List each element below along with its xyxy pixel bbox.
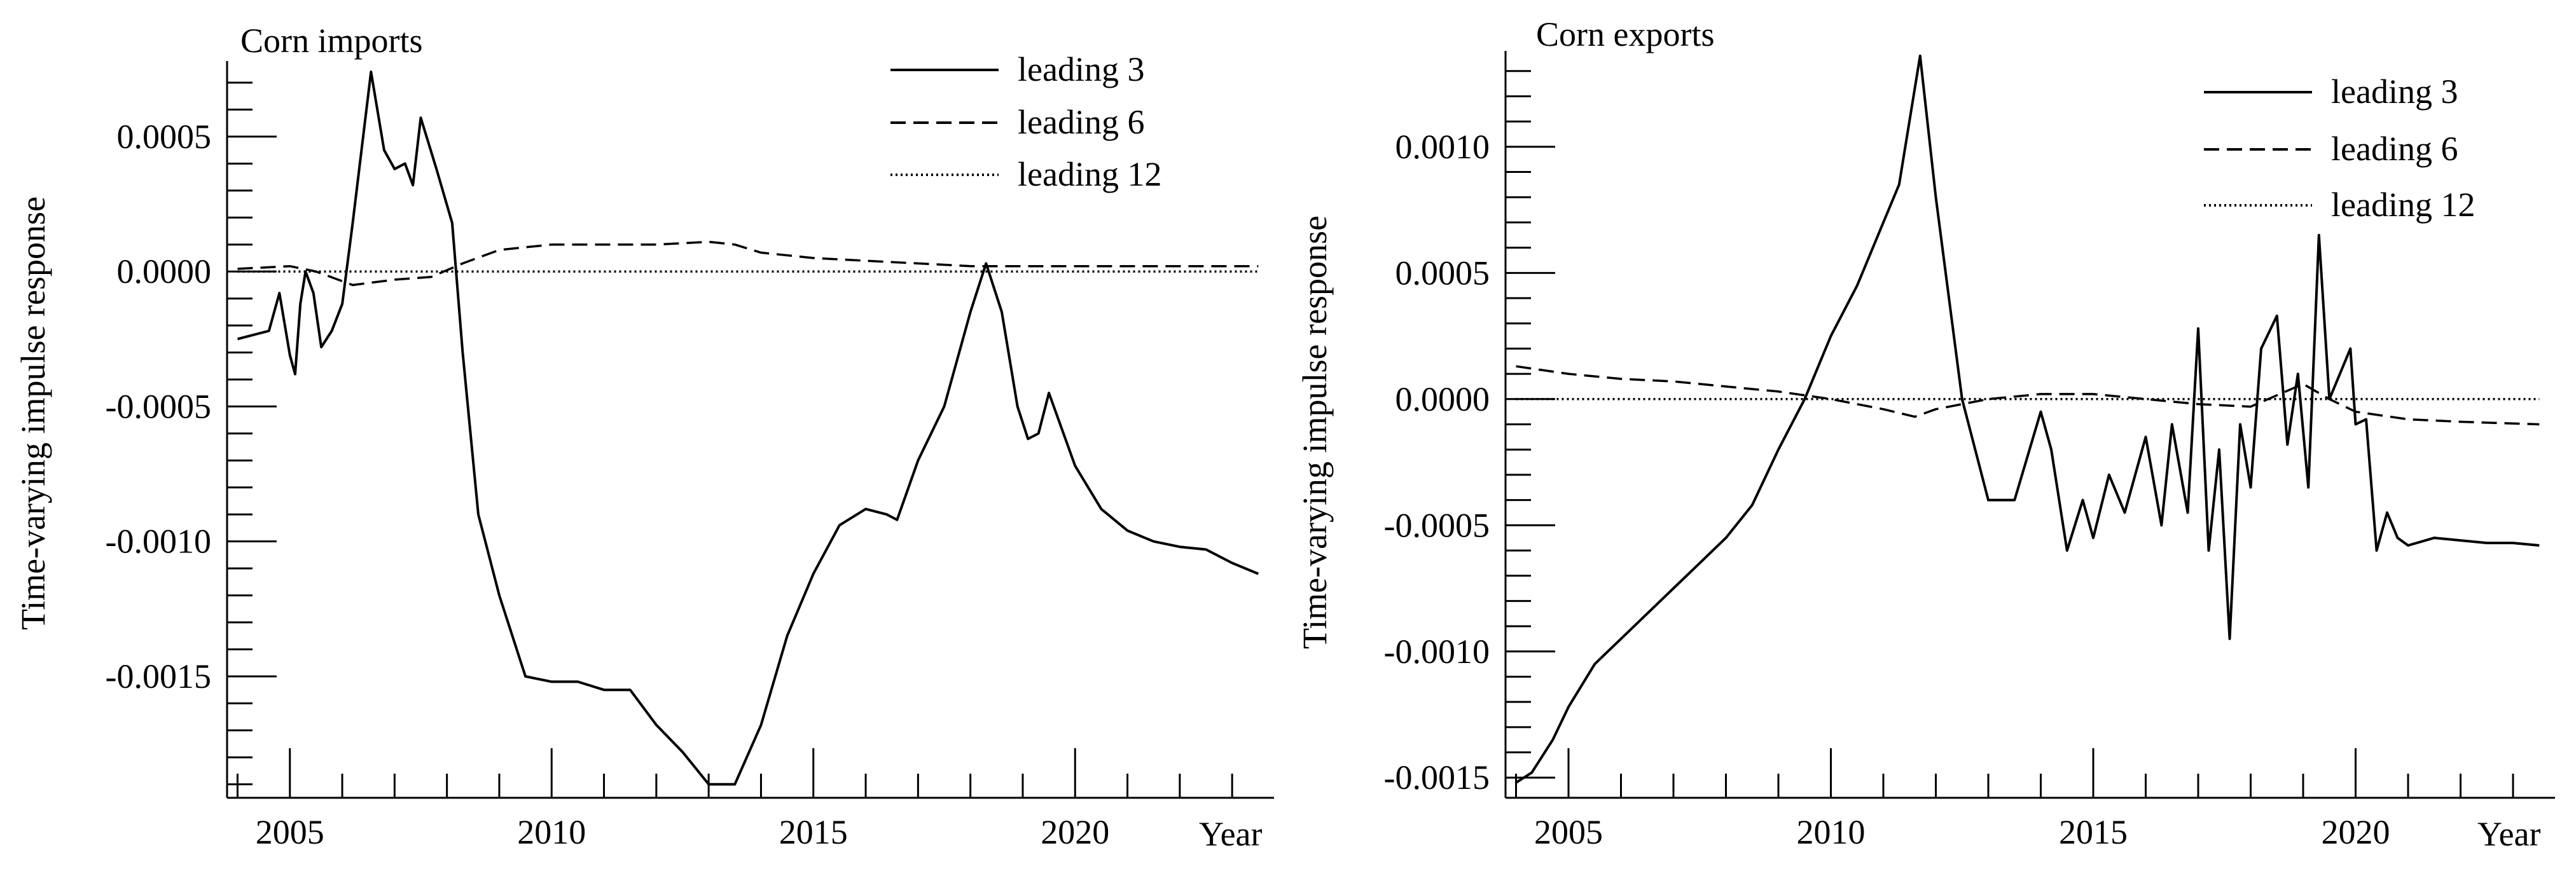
x-tick-label: 2005 bbox=[256, 813, 324, 851]
legend-label-leading-12: leading 12 bbox=[2331, 186, 2475, 224]
corn-imports-legend: leading 3 leading 6 leading 12 bbox=[890, 50, 1161, 193]
corn-imports-panel: Corn imports Time-varying impulse respon… bbox=[14, 22, 1274, 853]
series-line-leading-6 bbox=[1516, 365, 2540, 426]
legend-label-leading-3: leading 3 bbox=[1018, 50, 1144, 88]
corn-exports-x-axis-label: Year bbox=[2477, 815, 2541, 853]
y-tick-label: -0.0010 bbox=[106, 523, 211, 561]
x-tick-label: 2020 bbox=[2322, 813, 2390, 851]
y-tick-label: -0.0005 bbox=[106, 387, 211, 425]
corn-exports-y-axis-label: Time-varying impulse response bbox=[1296, 216, 1334, 649]
y-tick-label: 0.0000 bbox=[1395, 380, 1490, 418]
y-tick-label: -0.0015 bbox=[106, 657, 211, 695]
corn-exports-panel: Corn exports Time-varying impulse respon… bbox=[1296, 15, 2555, 853]
y-tick-label: -0.0010 bbox=[1384, 633, 1490, 671]
y-tick-label: -0.0005 bbox=[1384, 506, 1490, 544]
x-tick-label: 2010 bbox=[1797, 813, 1866, 851]
x-tick-label: 2020 bbox=[1041, 813, 1109, 851]
y-tick-label: 0.0010 bbox=[1395, 128, 1490, 166]
corn-imports-y-axis-label: Time-varying impulse response bbox=[14, 196, 52, 630]
x-tick-label: 2015 bbox=[779, 813, 848, 851]
legend-label-leading-12: leading 12 bbox=[1018, 155, 1161, 193]
corn-imports-title: Corn imports bbox=[240, 22, 423, 60]
y-tick-label: -0.0015 bbox=[1384, 758, 1490, 797]
legend-label-leading-6: leading 6 bbox=[1018, 103, 1144, 141]
legend-label-leading-6: leading 6 bbox=[2331, 130, 2458, 168]
x-tick-label: 2015 bbox=[2059, 813, 2128, 851]
corn-exports-legend: leading 3 leading 6 leading 12 bbox=[2204, 72, 2475, 224]
y-tick-label: 0.0000 bbox=[117, 252, 212, 291]
legend-label-leading-3: leading 3 bbox=[2331, 72, 2458, 111]
y-tick-label: 0.0005 bbox=[117, 118, 212, 156]
x-tick-label: 2005 bbox=[1534, 813, 1603, 851]
series-line-leading-3 bbox=[237, 71, 1259, 786]
series-line-leading-3 bbox=[1515, 54, 2540, 784]
corn-exports-title: Corn exports bbox=[1536, 15, 1714, 53]
y-tick-label: 0.0005 bbox=[1395, 254, 1490, 292]
series-line-leading-6 bbox=[237, 240, 1259, 287]
x-tick-label: 2010 bbox=[517, 813, 586, 851]
corn-imports-x-axis-label: Year bbox=[1199, 815, 1263, 853]
